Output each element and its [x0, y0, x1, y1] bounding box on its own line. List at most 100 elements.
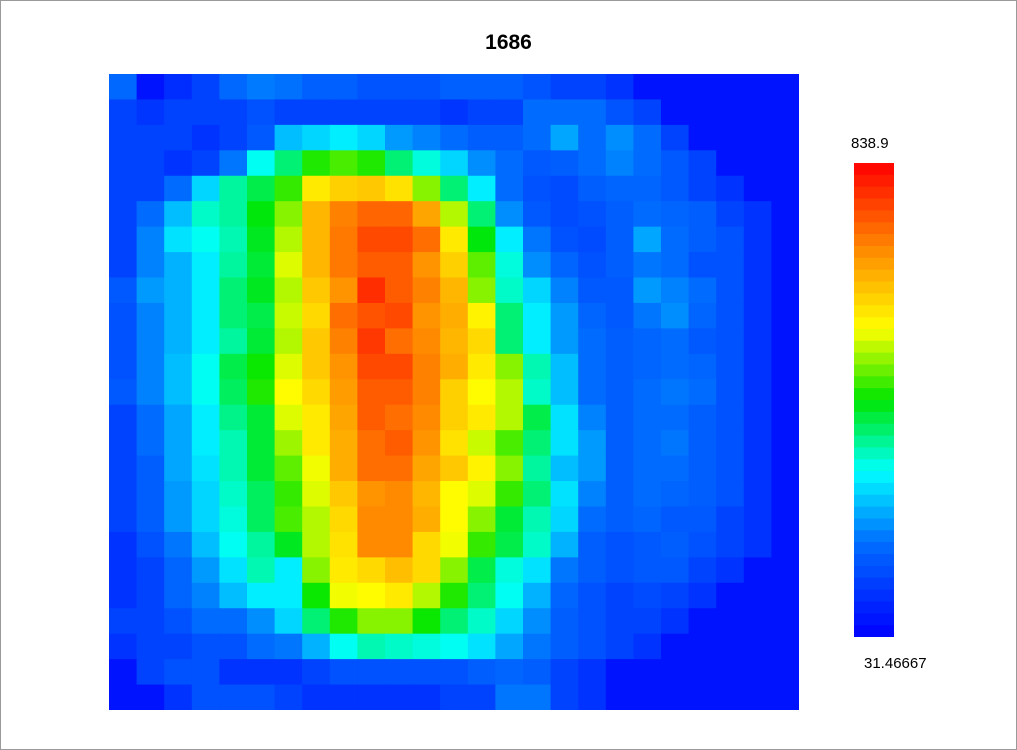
colorbar-min-label: 31.46667 [864, 655, 927, 672]
heatmap-cell [743, 175, 772, 202]
heatmap-cell [247, 659, 276, 686]
heatmap-cell [109, 557, 138, 584]
heatmap-cell [578, 328, 607, 355]
heatmap-cell [467, 124, 496, 151]
heatmap-cell [578, 150, 607, 177]
heatmap-cell [191, 379, 220, 406]
heatmap-cell [688, 582, 717, 609]
heatmap-cell [523, 124, 552, 151]
heatmap-cell [164, 430, 193, 457]
heatmap-cell [302, 277, 331, 304]
heatmap-cell [605, 252, 634, 279]
heatmap-cell [412, 684, 441, 710]
heatmap-cell [523, 582, 552, 609]
heatmap-cell [274, 353, 303, 380]
heatmap-cell [688, 175, 717, 202]
heatmap-cell [385, 659, 414, 686]
heatmap-cell [771, 430, 799, 457]
heatmap-cell [164, 684, 193, 710]
heatmap-cell [274, 74, 303, 101]
heatmap-cell [716, 531, 745, 558]
heatmap-cell [329, 582, 358, 609]
colorbar-segment [854, 376, 894, 389]
heatmap-cell [329, 226, 358, 253]
colorbar-segment [854, 589, 894, 602]
heatmap-cell [771, 328, 799, 355]
heatmap-cell [357, 582, 386, 609]
colorbar-segment [854, 281, 894, 294]
heatmap-cell [743, 302, 772, 329]
heatmap-cell [274, 430, 303, 457]
heatmap-cell [716, 328, 745, 355]
heatmap-cell [247, 608, 276, 635]
heatmap-cell [688, 150, 717, 177]
heatmap-cell [661, 226, 690, 253]
heatmap-cell [605, 455, 634, 482]
heatmap-cell [412, 659, 441, 686]
heatmap-cell [633, 557, 662, 584]
heatmap-cell [688, 99, 717, 126]
heatmap-cell [523, 74, 552, 101]
heatmap-cell [578, 582, 607, 609]
heatmap-cell [688, 404, 717, 431]
heatmap-cell [136, 481, 165, 508]
heatmap-cell [164, 277, 193, 304]
heatmap-cell [219, 353, 248, 380]
heatmap-cell [412, 252, 441, 279]
heatmap-cell [412, 531, 441, 558]
heatmap-cell [136, 531, 165, 558]
colorbar-segment [854, 459, 894, 472]
heatmap-cell [274, 404, 303, 431]
heatmap-cell [302, 633, 331, 660]
heatmap-cell [578, 404, 607, 431]
heatmap-cell [716, 353, 745, 380]
heatmap-cell [247, 252, 276, 279]
heatmap-cell [247, 379, 276, 406]
heatmap-cell [136, 659, 165, 686]
heatmap-cell [578, 481, 607, 508]
heatmap-cell [109, 150, 138, 177]
heatmap-cell [329, 608, 358, 635]
heatmap-cell [467, 659, 496, 686]
heatmap-cell [633, 150, 662, 177]
heatmap-cell [771, 277, 799, 304]
heatmap-cell [716, 684, 745, 710]
heatmap-cell [302, 302, 331, 329]
heatmap-cell [274, 684, 303, 710]
heatmap-cell [385, 201, 414, 228]
heatmap-cell [274, 277, 303, 304]
heatmap-cell [495, 252, 524, 279]
heatmap-cell [633, 582, 662, 609]
heatmap-cell [109, 608, 138, 635]
heatmap-cell [247, 226, 276, 253]
heatmap-cell [219, 150, 248, 177]
heatmap-cell [109, 201, 138, 228]
heatmap-cell [109, 430, 138, 457]
heatmap-cell [219, 481, 248, 508]
heatmap-cell [661, 455, 690, 482]
heatmap-cell [329, 506, 358, 533]
heatmap-cell [578, 379, 607, 406]
heatmap-cell [467, 277, 496, 304]
heatmap-cell [440, 633, 469, 660]
heatmap-cell [302, 201, 331, 228]
heatmap-cell [495, 684, 524, 710]
heatmap-cell [661, 302, 690, 329]
heatmap-cell [357, 150, 386, 177]
heatmap-cell [467, 455, 496, 482]
heatmap-cell [191, 684, 220, 710]
heatmap-cell [633, 226, 662, 253]
heatmap-cell [357, 302, 386, 329]
heatmap-cell [136, 74, 165, 101]
heatmap-cell [357, 124, 386, 151]
heatmap-cell [661, 531, 690, 558]
heatmap-cell [164, 74, 193, 101]
heatmap-cell [467, 430, 496, 457]
heatmap-cell [495, 506, 524, 533]
heatmap-cell [495, 201, 524, 228]
heatmap-cell [164, 557, 193, 584]
colorbar-segment [854, 565, 894, 579]
heatmap-cell [743, 353, 772, 380]
heatmap-cell [164, 201, 193, 228]
heatmap-cell [385, 252, 414, 279]
